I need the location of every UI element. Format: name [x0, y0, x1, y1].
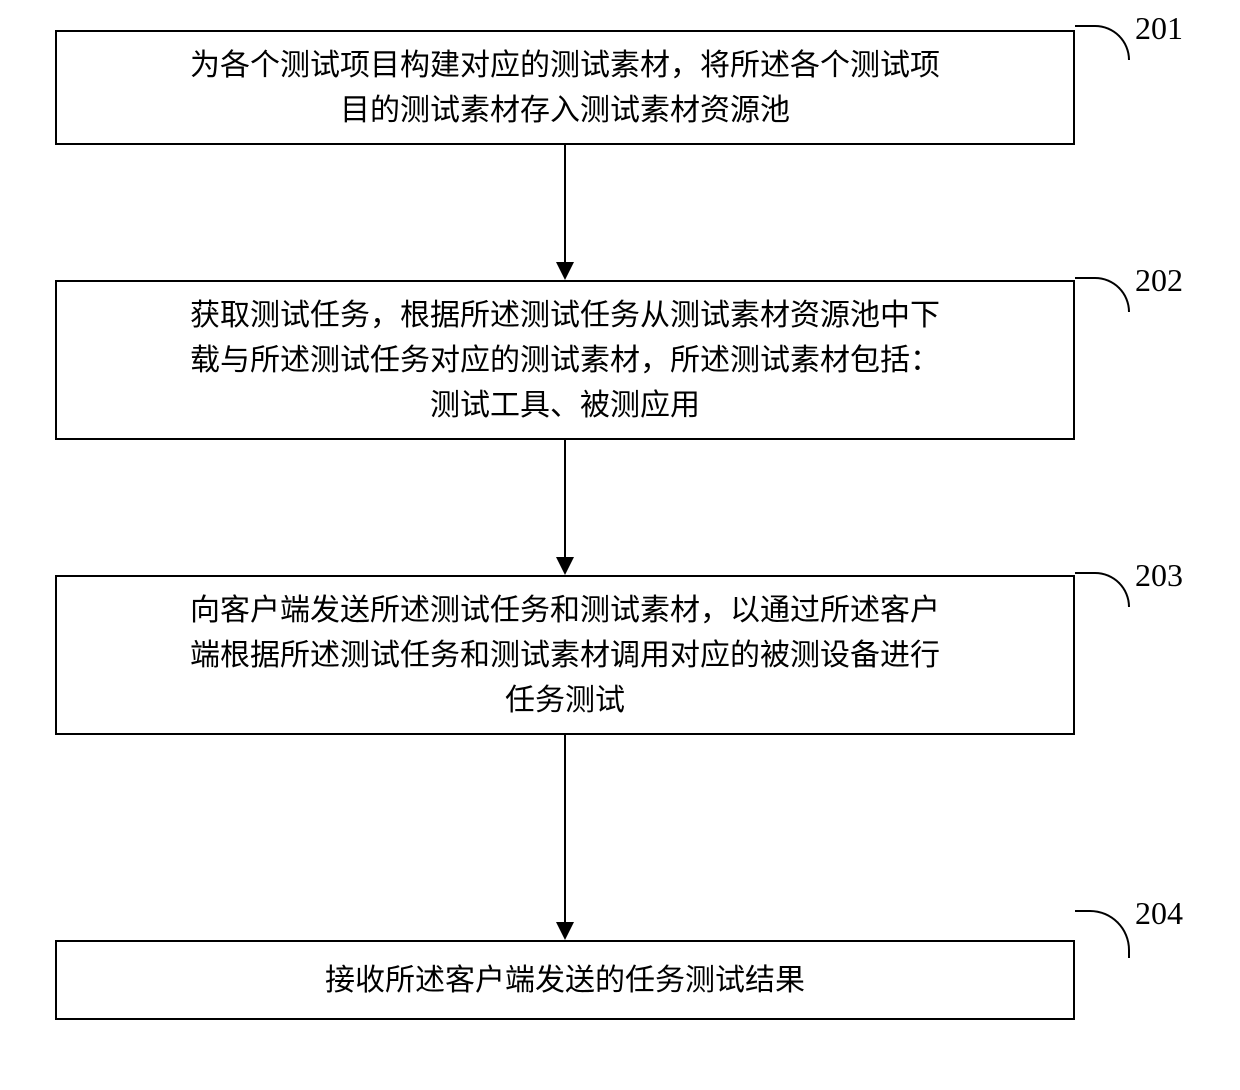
step-204-box: 接收所述客户端发送的任务测试结果 — [55, 940, 1075, 1020]
step-203-text: 向客户端发送所述测试任务和测试素材，以通过所述客户端根据所述测试任务和测试素材调… — [190, 588, 940, 723]
step-204-text: 接收所述客户端发送的任务测试结果 — [325, 958, 805, 1003]
arrow-1 — [564, 145, 566, 262]
arrow-3-head — [556, 922, 574, 940]
step-202-text: 获取测试任务，根据所述测试任务从测试素材资源池中下载与所述测试任务对应的测试素材… — [190, 293, 940, 428]
label-203: 203 — [1135, 557, 1183, 594]
arrow-3 — [564, 735, 566, 922]
label-204: 204 — [1135, 895, 1183, 932]
flowchart-container: 为各个测试项目构建对应的测试素材，将所述各个测试项目的测试素材存入测试素材资源池… — [0, 0, 1240, 1090]
step-202-box: 获取测试任务，根据所述测试任务从测试素材资源池中下载与所述测试任务对应的测试素材… — [55, 280, 1075, 440]
arrow-1-head — [556, 262, 574, 280]
connector-202 — [1075, 277, 1130, 312]
arrow-2-head — [556, 557, 574, 575]
step-201-text: 为各个测试项目构建对应的测试素材，将所述各个测试项目的测试素材存入测试素材资源池 — [190, 43, 940, 133]
connector-203 — [1075, 572, 1130, 607]
step-201-box: 为各个测试项目构建对应的测试素材，将所述各个测试项目的测试素材存入测试素材资源池 — [55, 30, 1075, 145]
connector-204 — [1075, 910, 1130, 958]
label-201: 201 — [1135, 10, 1183, 47]
arrow-2 — [564, 440, 566, 557]
label-202: 202 — [1135, 262, 1183, 299]
step-203-box: 向客户端发送所述测试任务和测试素材，以通过所述客户端根据所述测试任务和测试素材调… — [55, 575, 1075, 735]
connector-201 — [1075, 25, 1130, 60]
